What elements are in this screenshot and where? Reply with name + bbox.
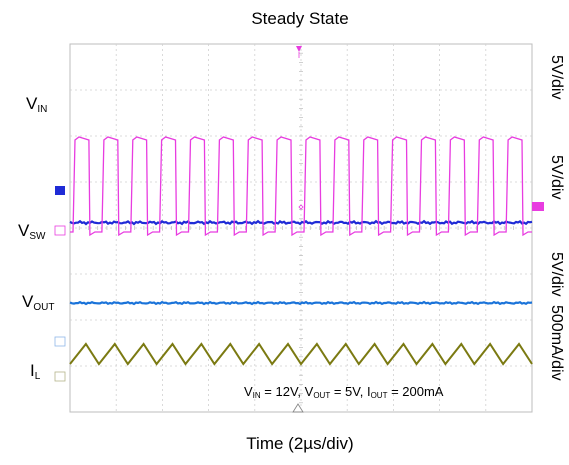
vsw-scale-label: 5V/div	[548, 155, 565, 200]
vin-trace	[69, 219, 533, 226]
il-scale-label: 500mA/div	[548, 305, 565, 381]
chart-title: Steady State	[251, 9, 349, 28]
trigger-level-marker	[532, 202, 544, 211]
horizontal-position-marker	[292, 403, 304, 413]
il-trace	[69, 342, 533, 366]
ch4-marker	[54, 371, 66, 382]
ch3-marker	[54, 336, 66, 347]
il-label: IL	[30, 361, 41, 382]
vsw-trace	[70, 136, 532, 237]
x-axis-label: Time (2µs/div)	[246, 434, 354, 453]
vout-label: VOUT	[22, 292, 55, 313]
vout-scale-label: 5V/div	[548, 252, 565, 297]
center-marker	[298, 204, 304, 210]
vin-scale-label: 5V/div	[548, 55, 565, 100]
vin-label: VIN	[26, 94, 48, 115]
vout-trace	[69, 300, 533, 306]
vsw-label: VSW	[18, 221, 46, 242]
test-conditions-annotation: VIN = 12V, VOUT = 5V, IOUT = 200mA	[244, 384, 444, 400]
trigger-position-marker	[296, 46, 302, 52]
ch2-marker	[54, 225, 66, 236]
ch1-marker	[55, 186, 65, 195]
